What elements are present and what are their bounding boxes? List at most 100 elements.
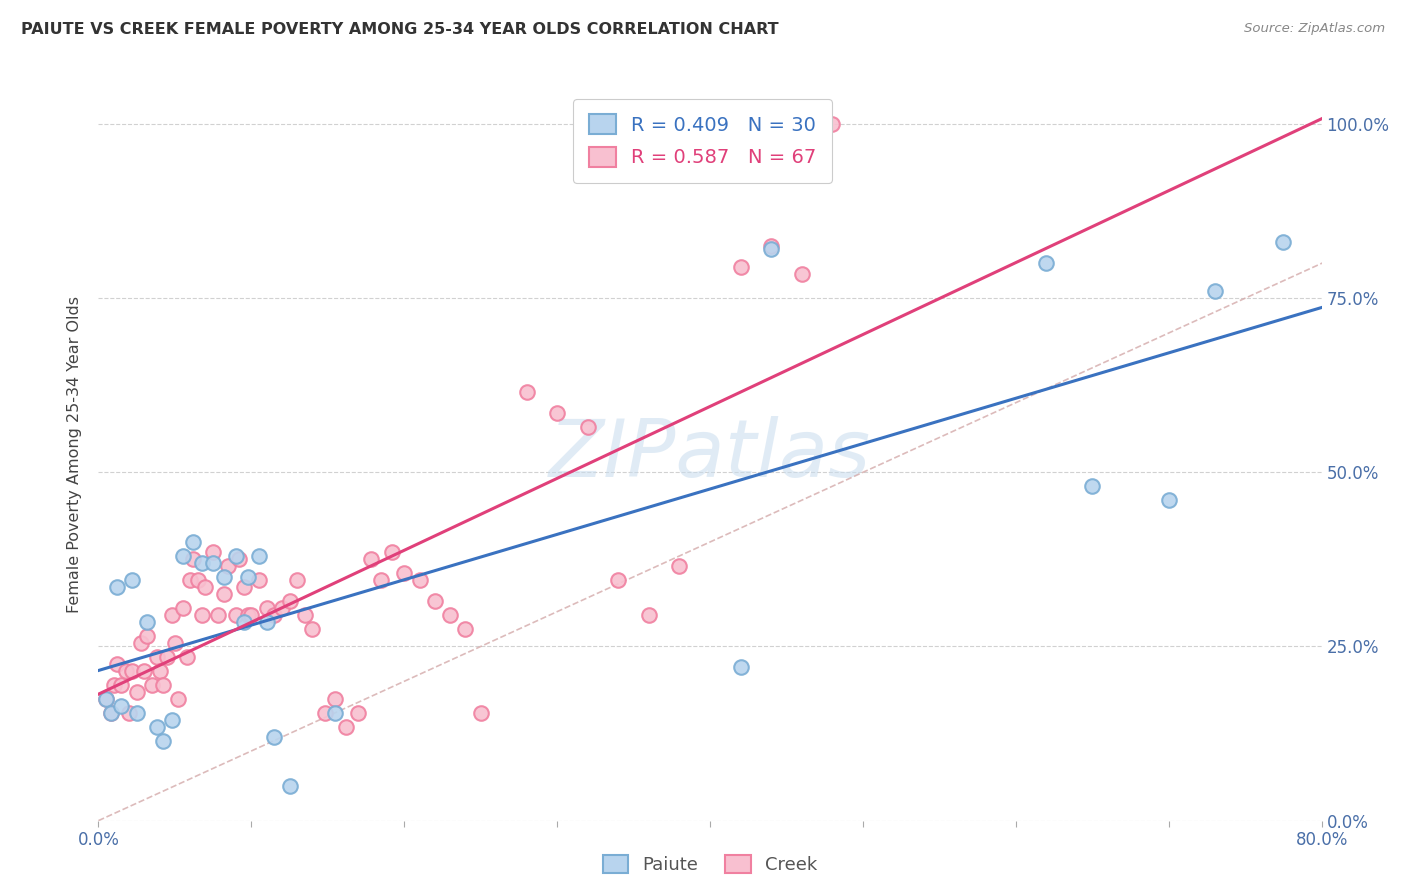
Point [270,601,292,615]
Point [145,649,167,664]
Point [1272,235,1295,250]
Point [821,117,844,131]
Point [392,566,416,581]
Point [136,615,159,629]
Point [360,552,382,566]
Point [1204,284,1226,298]
Point [94,691,117,706]
Point [172,549,194,563]
Point [325,691,347,706]
Point [179,574,201,588]
Point [134,664,156,678]
Point [212,570,235,584]
Point [172,601,194,615]
Point [256,615,278,629]
Point [105,580,128,594]
Point [176,649,198,664]
Point [217,559,239,574]
Point [1081,479,1104,493]
Y-axis label: Female Poverty Among 25-34 Year Olds: Female Poverty Among 25-34 Year Olds [67,296,83,614]
Point [160,608,183,623]
Point [546,406,568,420]
Point [516,385,538,400]
Point [408,574,430,588]
Point [191,556,214,570]
Point [149,664,172,678]
Point [278,594,301,608]
Point [152,678,174,692]
Point [730,660,752,674]
Point [314,706,336,720]
Point [263,730,285,744]
Point [228,552,250,566]
Point [145,720,167,734]
Point [790,267,813,281]
Point [576,420,599,434]
Point [194,580,217,594]
Point [637,608,661,623]
Point [191,608,214,623]
Point [470,706,492,720]
Point [207,608,229,623]
Point [94,691,117,706]
Point [370,574,392,588]
Point [247,549,270,563]
Point [121,574,143,588]
Point [759,239,782,253]
Point [247,574,270,588]
Point [181,552,204,566]
Point [423,594,446,608]
Point [278,779,301,793]
Point [607,574,630,588]
Point [141,678,163,692]
Point [167,691,190,706]
Point [325,706,347,720]
Point [1035,256,1057,270]
Point [454,622,477,636]
Text: PAIUTE VS CREEK FEMALE POVERTY AMONG 25-34 YEAR OLDS CORRELATION CHART: PAIUTE VS CREEK FEMALE POVERTY AMONG 25-… [21,22,779,37]
Point [156,649,179,664]
Point [100,706,122,720]
Point [110,678,132,692]
Point [256,601,278,615]
Text: ZIPatlas: ZIPatlas [548,416,872,494]
Point [152,733,174,747]
Point [181,535,204,549]
Point [1157,493,1180,508]
Point [136,629,159,643]
Point [103,678,125,692]
Point [160,713,183,727]
Point [730,260,752,274]
Point [301,622,323,636]
Point [100,706,122,720]
Point [187,574,209,588]
Point [225,608,247,623]
Point [285,574,308,588]
Point [105,657,128,671]
Point [232,580,254,594]
Point [347,706,370,720]
Point [118,706,141,720]
Point [238,570,260,584]
Text: Source: ZipAtlas.com: Source: ZipAtlas.com [1244,22,1385,36]
Point [212,587,235,601]
Point [125,706,148,720]
Point [115,664,138,678]
Point [335,720,357,734]
Point [163,636,186,650]
Point [225,549,247,563]
Point [294,608,316,623]
Point [439,608,461,623]
Point [263,608,285,623]
Point [238,608,260,623]
Point [202,545,225,559]
Point [759,243,782,257]
Legend: Paiute, Creek: Paiute, Creek [596,847,824,881]
Point [121,664,143,678]
Point [240,608,263,623]
Point [381,545,404,559]
Point [129,636,152,650]
Point [668,559,690,574]
Point [202,556,225,570]
Point [110,698,132,713]
